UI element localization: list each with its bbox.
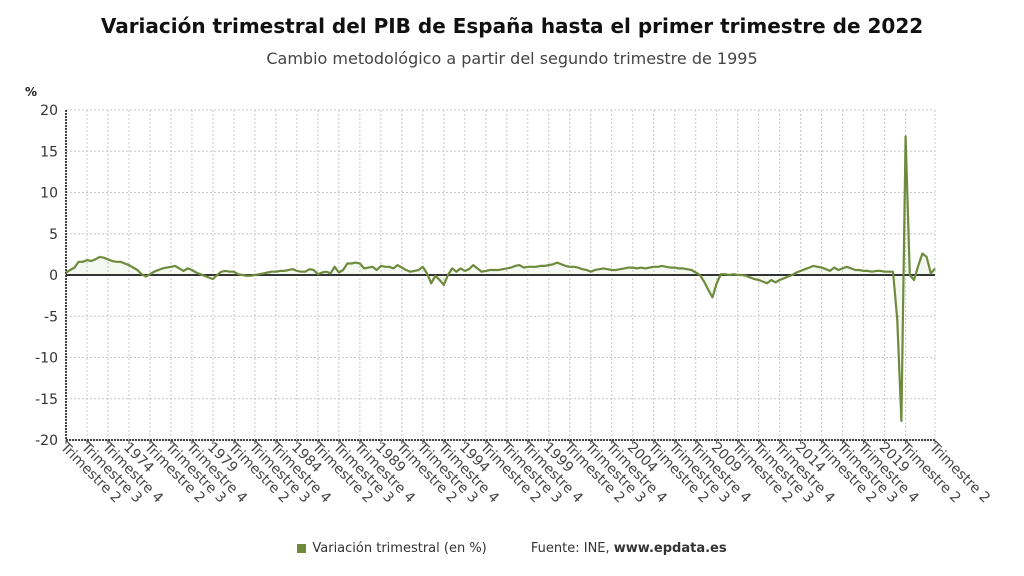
source-prefix: Fuente: INE,: [530, 541, 614, 556]
source-link[interactable]: www.epdata.es: [613, 541, 727, 556]
y-tick-label: -5: [44, 309, 58, 325]
y-tick-label: -15: [35, 392, 58, 408]
y-tick-label: 20: [40, 103, 58, 119]
y-tick-label: 5: [49, 227, 58, 243]
y-axis-label: %: [25, 85, 37, 99]
legend-label: Variación trimestral (en %): [312, 541, 487, 556]
legend: Variación trimestral (en %) Fuente: INE,…: [0, 541, 1024, 556]
series-line: [65, 135, 936, 423]
chart-title: Variación trimestral del PIB de España h…: [100, 14, 924, 38]
chart-subtitle: Cambio metodológico a partir del segundo…: [266, 49, 758, 68]
y-tick-label: 15: [40, 144, 58, 160]
series-area: [66, 136, 935, 421]
y-tick-label: -10: [35, 351, 58, 367]
source-note: Fuente: INE, www.epdata.es: [531, 541, 727, 556]
y-tick-label: 10: [40, 186, 58, 202]
legend-swatch: [297, 544, 307, 553]
y-tick-label: 0: [49, 268, 58, 284]
y-tick-label: -20: [35, 433, 58, 449]
